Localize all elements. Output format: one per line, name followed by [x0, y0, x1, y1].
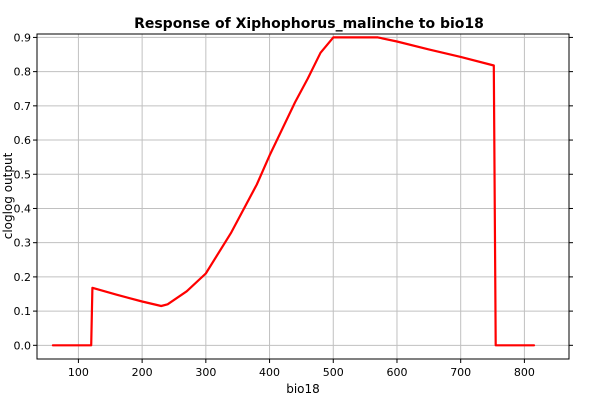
- series-layer: [51, 36, 536, 347]
- y-tick-label: 0.3: [14, 237, 32, 250]
- y-tick-label: 0.2: [14, 271, 32, 284]
- x-tick-label: 800: [514, 366, 535, 379]
- axis-ticks: 100 200 300 400 500 600 700 800 0.0 0.1 0.2 0.3 0.4 0…: [14, 31, 573, 379]
- y-tick-label: 0.8: [14, 66, 32, 79]
- x-tick-label: 200: [132, 366, 153, 379]
- x-tick-label: 500: [323, 366, 344, 379]
- y-tick-label: 0.5: [14, 168, 32, 181]
- x-tick-label: 700: [450, 366, 471, 379]
- chart-title: Response of Xiphophorus_malinche to bio1…: [134, 16, 484, 32]
- y-tick-label: 0.1: [14, 305, 32, 318]
- y-tick-label: 0.9: [14, 31, 32, 44]
- x-tick-label: 600: [386, 366, 407, 379]
- plot-area: [37, 34, 569, 359]
- y-axis-label: cloglog output: [1, 152, 15, 239]
- x-axis-label: bio18: [286, 382, 320, 396]
- x-tick-label: 400: [259, 366, 280, 379]
- y-tick-label: 0.0: [14, 339, 32, 352]
- plot-border: [36, 33, 570, 360]
- x-tick-label: 300: [195, 366, 216, 379]
- y-tick-label: 0.7: [14, 100, 32, 113]
- x-tick-label: 100: [68, 366, 89, 379]
- y-tick-label: 0.6: [14, 134, 32, 147]
- response-curve-line: [51, 36, 536, 347]
- grid-lines: [37, 34, 569, 359]
- y-tick-label: 0.4: [14, 202, 32, 215]
